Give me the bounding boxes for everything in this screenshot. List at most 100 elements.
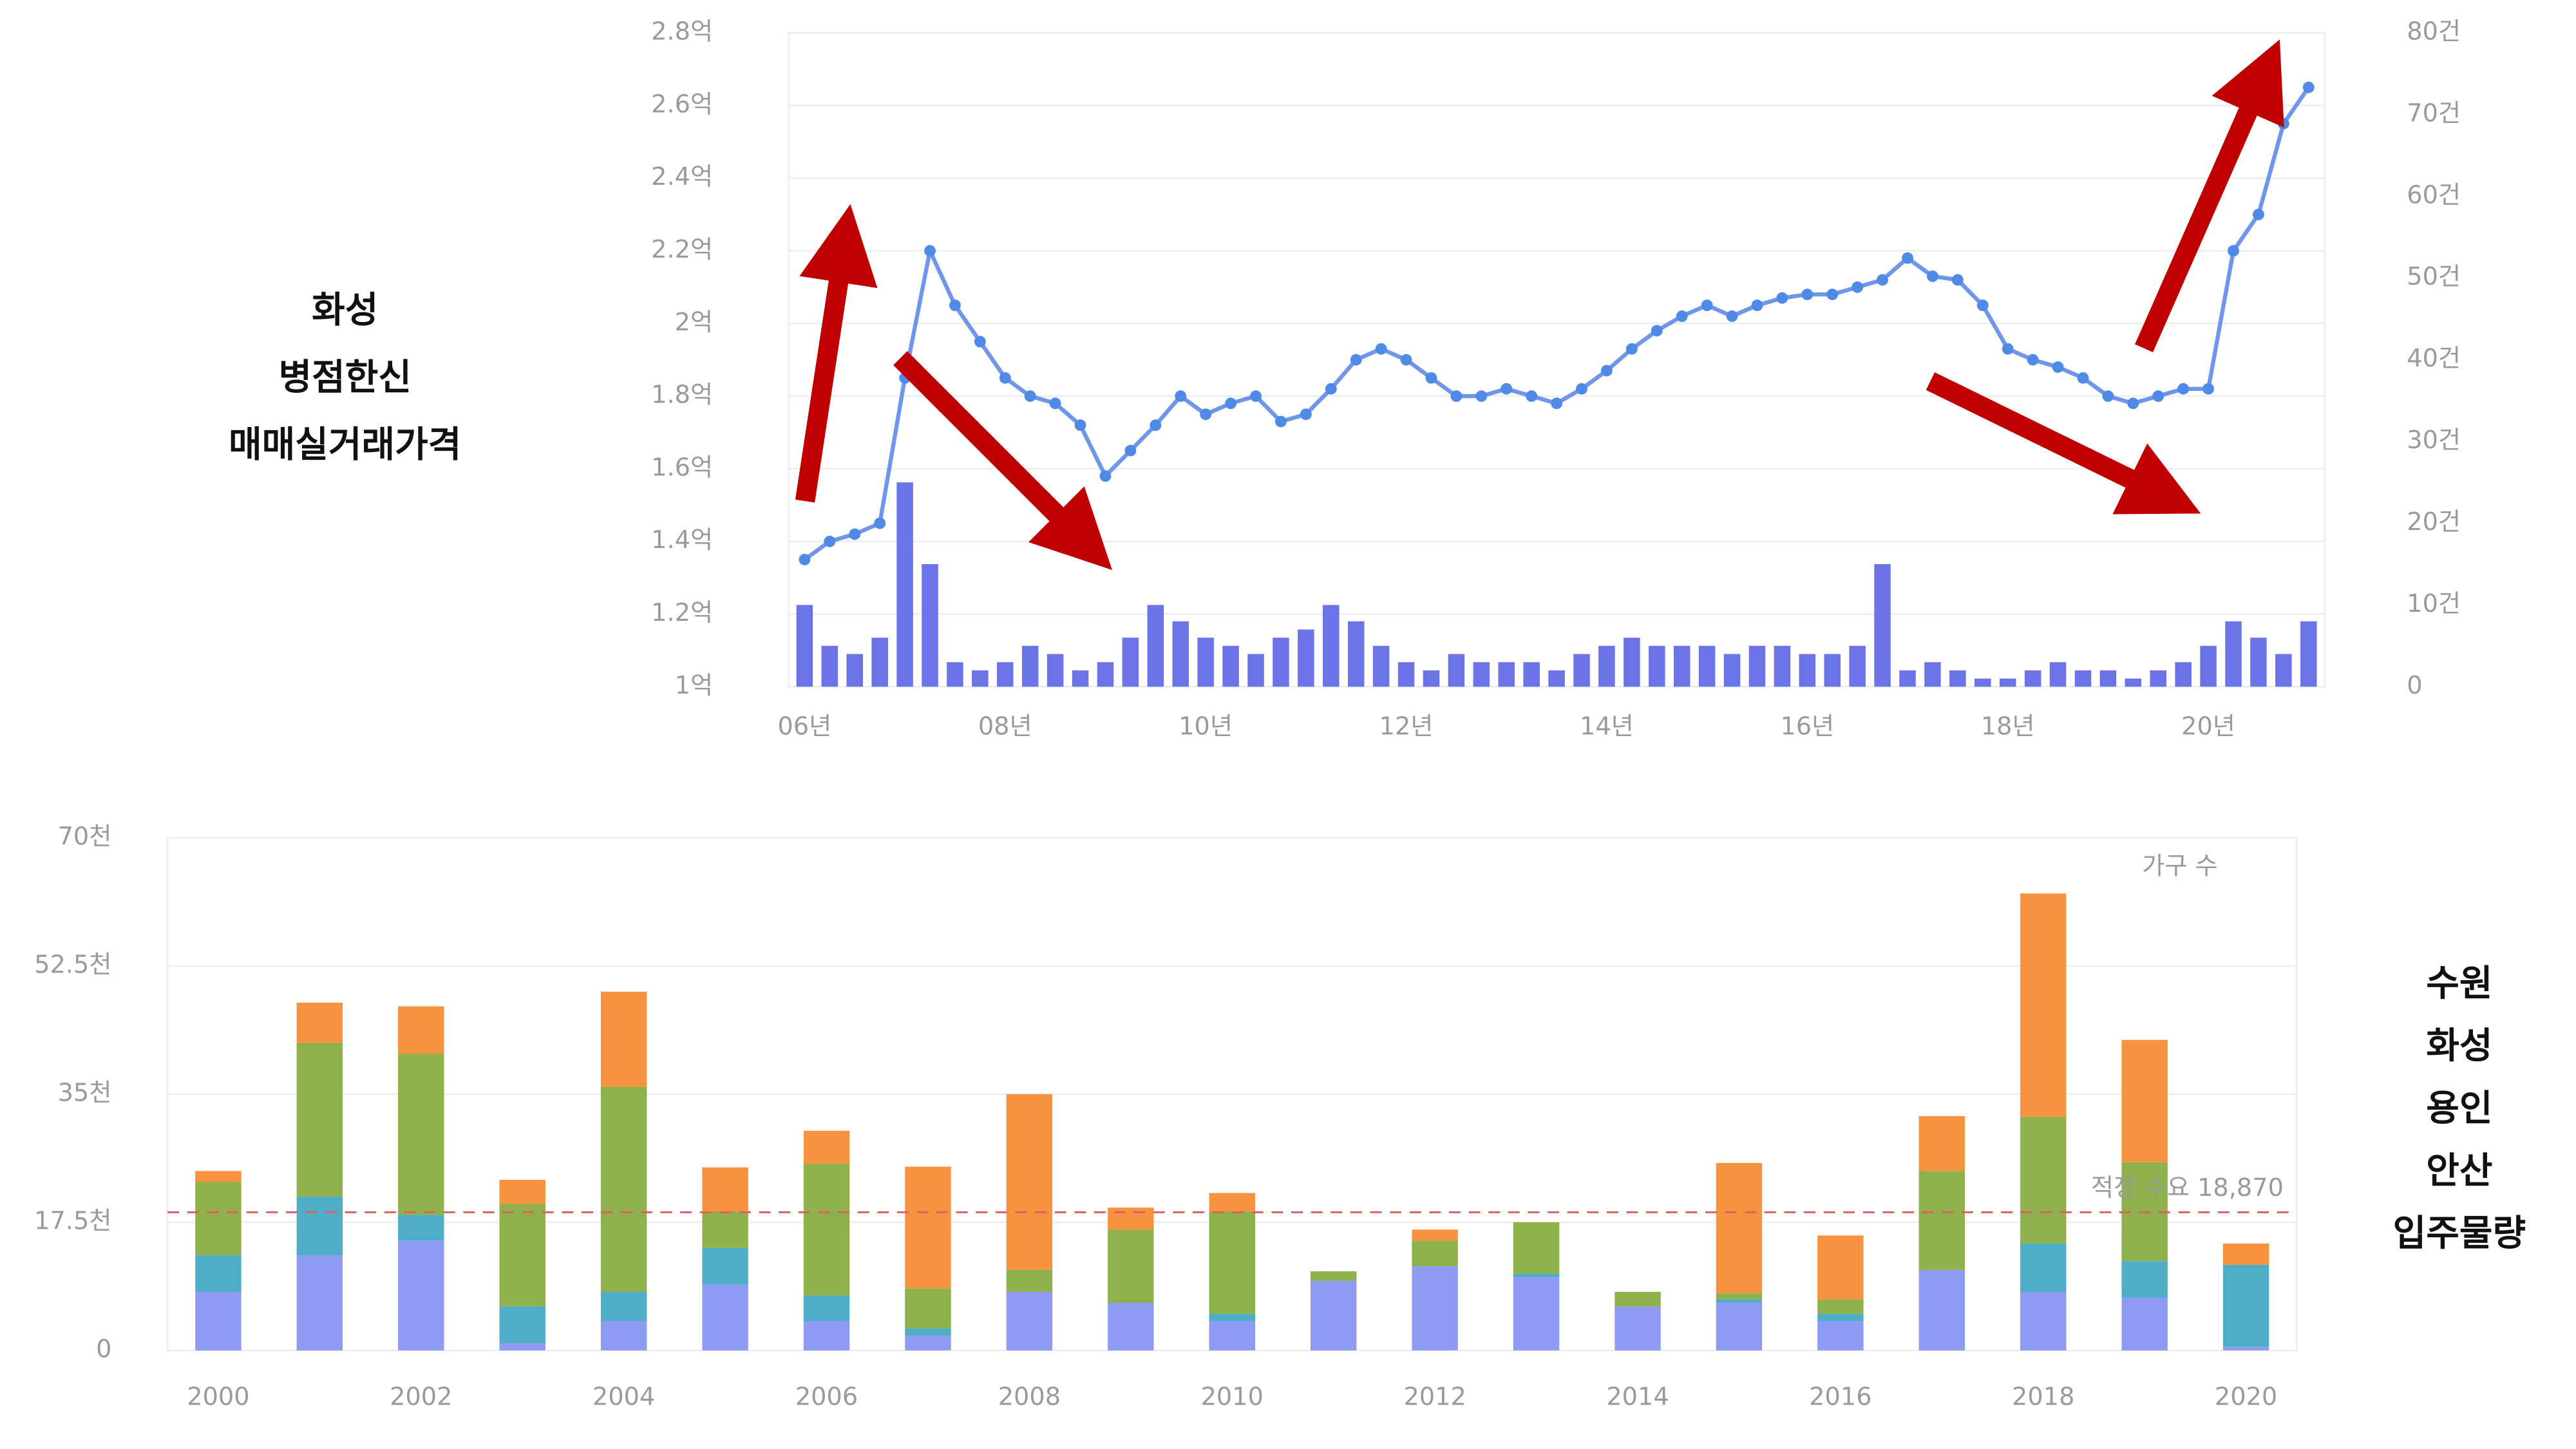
stack-segment bbox=[2121, 1261, 2168, 1298]
volume-bar bbox=[1824, 654, 1841, 687]
x-tick-label: 20년 bbox=[2181, 712, 2235, 741]
volume-bar bbox=[1799, 654, 1816, 687]
x-tick-label: 2002 bbox=[390, 1382, 452, 1411]
price-point bbox=[1124, 444, 1137, 457]
price-point bbox=[2127, 397, 2139, 410]
price-point bbox=[1275, 415, 1287, 428]
stack-segment bbox=[195, 1291, 242, 1350]
price-point bbox=[1701, 299, 1713, 311]
volume-bar bbox=[1548, 670, 1565, 687]
price-point bbox=[2152, 390, 2164, 402]
volume-bar bbox=[1924, 662, 1941, 687]
price-point bbox=[1601, 365, 1613, 377]
stack-segment bbox=[1716, 1299, 1763, 1303]
x-tick-label: 06년 bbox=[777, 712, 831, 741]
y-tick-label: 2.2억 bbox=[651, 235, 713, 264]
stack-segment bbox=[1108, 1303, 1154, 1350]
volume-bar bbox=[2250, 638, 2267, 687]
price-point bbox=[999, 372, 1011, 384]
stack-segment bbox=[499, 1204, 545, 1307]
price-point bbox=[2052, 361, 2064, 373]
volume-bar bbox=[1021, 645, 1039, 687]
y-tick-label: 2.4억 bbox=[651, 162, 713, 191]
volume-bar bbox=[947, 662, 963, 687]
stack-segment bbox=[1513, 1273, 1560, 1278]
price-point bbox=[1526, 390, 1538, 402]
price-point bbox=[974, 336, 986, 348]
volume-bar bbox=[2074, 670, 2092, 687]
volume-bar bbox=[821, 645, 838, 687]
stack-segment bbox=[1006, 1094, 1053, 1270]
x-tick-label: 18년 bbox=[1981, 712, 2035, 741]
volume-bar bbox=[1949, 670, 1966, 687]
side-label: 화성 bbox=[2426, 1025, 2492, 1067]
y2-tick-label: 50건 bbox=[2407, 262, 2461, 291]
stack-segment bbox=[296, 1043, 343, 1197]
side-label: 수원 bbox=[2426, 963, 2492, 1005]
volume-bar bbox=[1097, 662, 1114, 687]
stack-segment bbox=[600, 1086, 647, 1292]
annotation: 가구 수 bbox=[2142, 851, 2218, 880]
volume-bar bbox=[1397, 662, 1415, 687]
stack-segment bbox=[2222, 1264, 2269, 1347]
y2-tick-label: 10건 bbox=[2407, 589, 2461, 618]
stack-segment bbox=[1716, 1303, 1763, 1350]
volume-bar bbox=[1899, 670, 1916, 687]
stack-segment bbox=[398, 1240, 444, 1350]
stack-segment bbox=[296, 1197, 343, 1256]
x-tick-label: 2020 bbox=[2215, 1382, 2277, 1411]
stack-segment bbox=[1006, 1291, 1053, 1350]
price-point bbox=[874, 517, 886, 529]
stack-segment bbox=[1615, 1306, 1661, 1350]
volume-bar bbox=[2225, 621, 2242, 687]
volume-bar bbox=[1222, 645, 1239, 687]
stack-segment bbox=[2121, 1298, 2168, 1350]
price-point bbox=[1450, 390, 1463, 402]
volume-bar bbox=[1323, 605, 1340, 687]
stack-segment bbox=[2121, 1039, 2168, 1162]
price-point bbox=[824, 535, 836, 547]
volume-bar bbox=[2275, 654, 2292, 687]
side-label: 병점한신 bbox=[278, 357, 411, 399]
stack-segment bbox=[1615, 1291, 1661, 1307]
plot-area bbox=[788, 32, 2325, 688]
y-tick-label: 1.2억 bbox=[651, 598, 713, 627]
volume-bar bbox=[2300, 621, 2317, 687]
charts: 1억 1.2억 1.4억 1.6억 1.8억 2억 2.2억 2.4억 2.6억 2.8억 0 10건… bbox=[34, 17, 2526, 1412]
arrow bbox=[795, 204, 878, 503]
y2-tick-label: 80건 bbox=[2407, 17, 2461, 46]
stack-segment bbox=[803, 1321, 850, 1350]
side-label: 매매실거래가격 bbox=[229, 424, 461, 466]
stack-segment bbox=[398, 1215, 444, 1241]
stack-segment bbox=[2020, 1117, 2067, 1244]
price-point bbox=[1801, 289, 1814, 301]
volume-bar bbox=[997, 662, 1014, 687]
stack-segment bbox=[905, 1328, 951, 1336]
stack-segment bbox=[1310, 1280, 1357, 1350]
price-point bbox=[1826, 289, 1839, 301]
price-point bbox=[1074, 419, 1086, 431]
volume-bar bbox=[1573, 654, 1590, 687]
price-point bbox=[1024, 390, 1036, 402]
stack-segment bbox=[1918, 1171, 1965, 1270]
volume-bar bbox=[2024, 670, 2041, 687]
stack-segment bbox=[1716, 1293, 1763, 1300]
stack-segment bbox=[702, 1211, 748, 1248]
price-point bbox=[1951, 274, 1964, 286]
side-label: 용인 bbox=[2426, 1088, 2492, 1130]
stack-segment bbox=[905, 1336, 951, 1350]
price-point bbox=[1300, 408, 1312, 421]
y-tick-label: 0 bbox=[96, 1334, 111, 1363]
price-point bbox=[1676, 310, 1688, 322]
volume-bar bbox=[896, 482, 913, 687]
stack-segment bbox=[2222, 1347, 2269, 1350]
x-tick-label: 16년 bbox=[1780, 712, 1834, 741]
volume-bar bbox=[1999, 678, 2016, 687]
price-point bbox=[924, 245, 936, 257]
volume-bar bbox=[1748, 645, 1766, 687]
price-point bbox=[1350, 354, 1362, 366]
volume-bar bbox=[972, 670, 989, 687]
price-point bbox=[2027, 354, 2039, 366]
price-point bbox=[1551, 397, 1563, 410]
